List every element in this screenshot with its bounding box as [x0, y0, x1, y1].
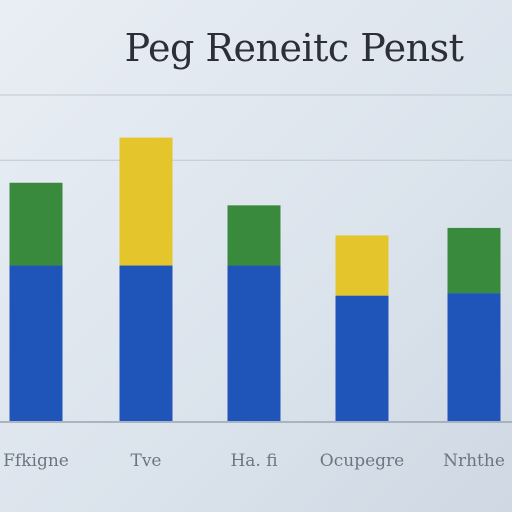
bar-segment: [9, 265, 63, 421]
x-tick-labels: Ffkigne Tve Ha. fi Ocupegre Nrhthe: [3, 451, 505, 471]
x-tick-label: Tve: [130, 451, 161, 471]
bar-stack: [227, 205, 281, 421]
bar-stack: [447, 227, 501, 421]
x-tick-label: Ha. fi: [230, 451, 277, 471]
bar-segment: [447, 227, 501, 294]
bar-segment: [119, 137, 173, 266]
bar-stack: [9, 182, 63, 421]
bar-segment: [227, 205, 281, 266]
gridlines: [0, 94, 512, 161]
bar-stack: [119, 137, 173, 421]
bar-segment: [9, 182, 63, 266]
bar-segment: [227, 265, 281, 421]
bar-segment: [335, 295, 389, 421]
x-tick-label: Ocupegre: [320, 451, 404, 471]
bar-segment: [119, 265, 173, 421]
bars: [9, 137, 501, 421]
x-tick-label: Nrhthe: [443, 451, 505, 471]
chart-title: Peg Reneitc Penst: [124, 26, 464, 70]
bar-stack: [335, 235, 389, 421]
x-tick-label: Ffkigne: [3, 451, 69, 471]
bar-segment: [447, 293, 501, 421]
bar-segment: [335, 235, 389, 296]
